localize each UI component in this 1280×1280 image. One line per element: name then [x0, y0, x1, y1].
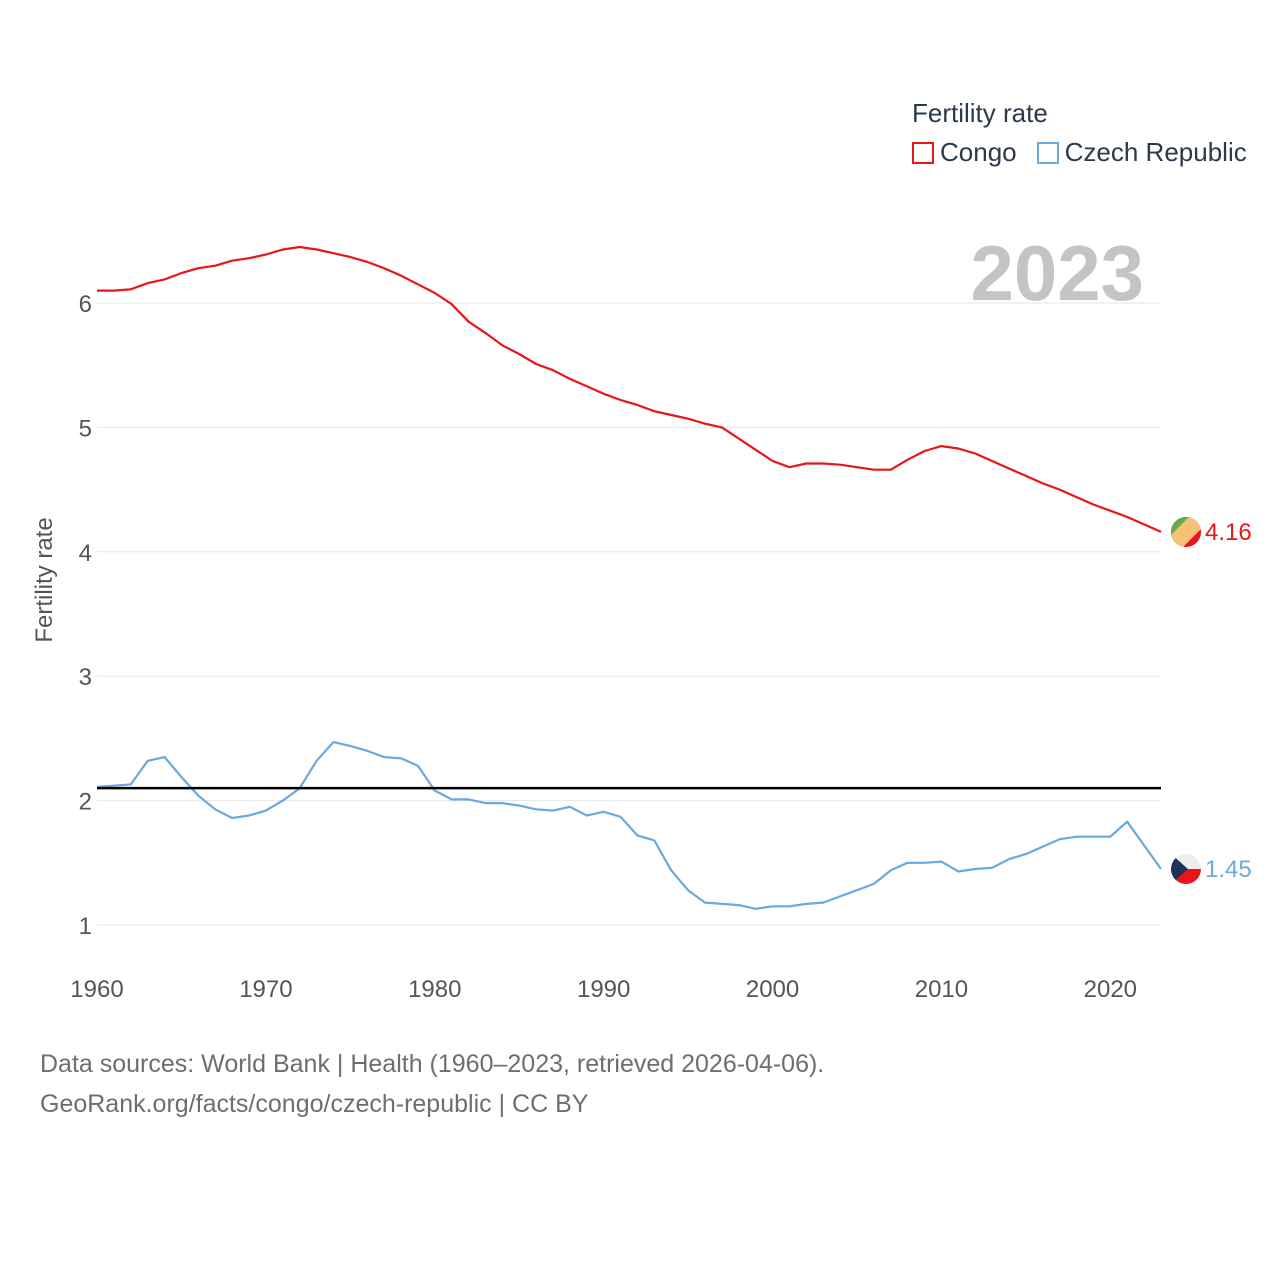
- series-line-czech-republic: [96, 740, 1162, 910]
- x-tick-label-2010: 2010: [915, 976, 968, 1003]
- y-tick-label-5: 5: [79, 415, 92, 442]
- gridlines: [97, 302, 1161, 926]
- y-axis-label: Fertility rate: [31, 517, 58, 642]
- end-value-label-congo: 4.16: [1205, 519, 1252, 546]
- x-tick-label-1990: 1990: [577, 976, 630, 1003]
- x-tick-label-1980: 1980: [408, 976, 461, 1003]
- legend-item-congo[interactable]: Congo: [912, 137, 1017, 168]
- y-tick-label-1: 1: [79, 913, 92, 940]
- series-lines: 4.16 1.45: [96, 245, 1252, 910]
- czech-flag-icon: [1171, 854, 1201, 884]
- legend-label-czech-republic: Czech Republic: [1064, 137, 1247, 167]
- y-tick-label-3: 3: [79, 664, 92, 691]
- current-year-label: 2023: [970, 229, 1144, 317]
- x-tick-label-1970: 1970: [239, 976, 292, 1003]
- legend-swatch-czech-republic: [1036, 141, 1059, 164]
- attribution-text: GeoRank.org/facts/congo/czech-republic |…: [40, 1090, 589, 1118]
- x-tick-label-1960: 1960: [70, 976, 123, 1003]
- legend-label-congo: Congo: [940, 137, 1017, 167]
- congo-flag-icon: [1171, 517, 1201, 547]
- y-tick-label-2: 2: [79, 789, 92, 816]
- end-value-label-czech-republic: 1.45: [1205, 856, 1252, 883]
- legend-swatch-congo: [912, 141, 934, 164]
- y-tick-label-6: 6: [79, 291, 92, 318]
- x-tick-label-2020: 2020: [1084, 976, 1137, 1003]
- footer: Data sources: World Bank | Health (1960–…: [40, 1044, 824, 1124]
- legend-item-czech-republic[interactable]: Czech Republic: [1036, 137, 1247, 168]
- legend-title: Fertility rate: [912, 98, 1048, 128]
- x-tick-label-2000: 2000: [746, 976, 799, 1003]
- axis-ticks: 1 2 3 4 5 6 1960 1970 1980 1990 2000 2010 2020: [70, 291, 1137, 1003]
- data-source-text: Data sources: World Bank | Health (1960–…: [40, 1050, 825, 1078]
- end-markers: [1171, 517, 1201, 884]
- series-line-congo: [97, 245, 1162, 533]
- legend: Fertility rate Congo Czech Republic: [912, 98, 1247, 168]
- y-tick-label-4: 4: [79, 540, 92, 567]
